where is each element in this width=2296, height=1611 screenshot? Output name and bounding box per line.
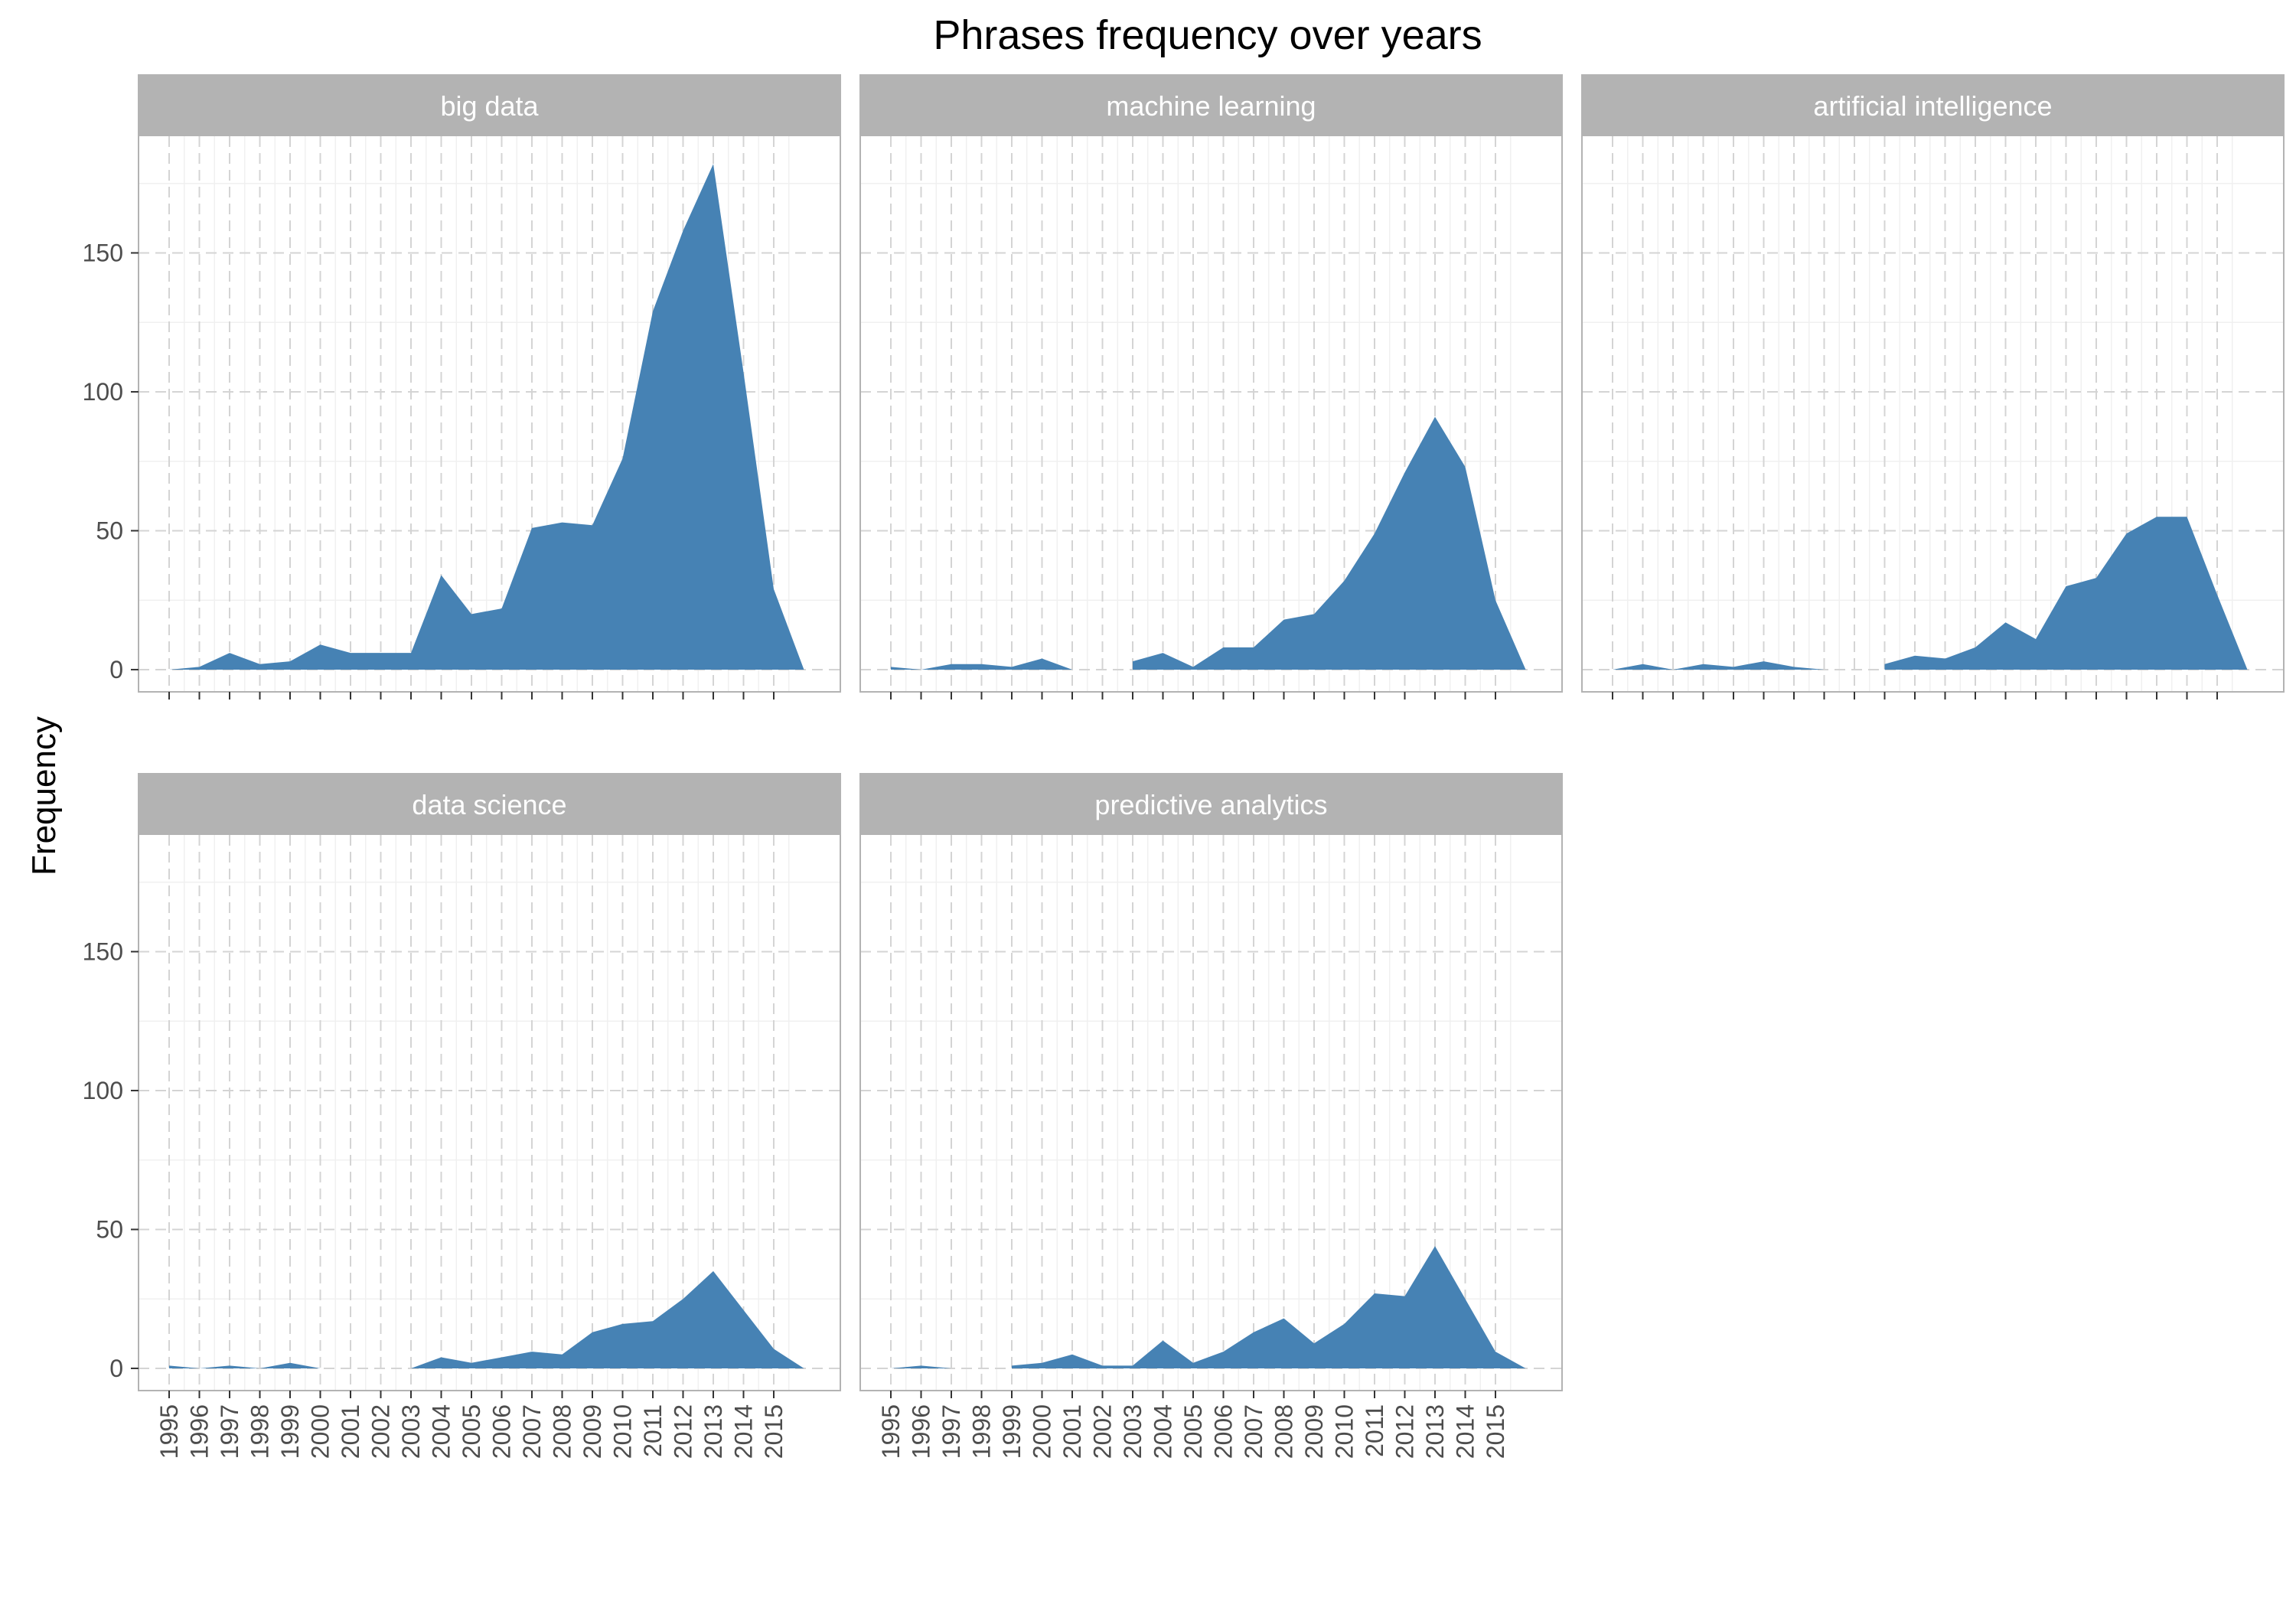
area-series — [1613, 661, 1825, 670]
x-tick-label: 2012 — [670, 1404, 697, 1459]
x-tick-label: 1998 — [968, 1404, 996, 1459]
x-tick-label: 2002 — [1089, 1404, 1117, 1459]
x-tick-label: 2001 — [337, 1404, 364, 1459]
x-tick-label: 2003 — [397, 1404, 425, 1459]
area-series — [891, 1365, 951, 1368]
y-tick-label: 150 — [83, 938, 123, 965]
y-tick-label: 100 — [83, 1077, 123, 1104]
y-tick-label: 100 — [83, 378, 123, 406]
x-tick-label: 2015 — [760, 1404, 788, 1459]
x-tick-label: 1998 — [246, 1404, 274, 1459]
y-tick-label: 50 — [96, 517, 123, 544]
y-tick-label: 50 — [96, 1215, 123, 1243]
area-series — [1012, 1246, 1526, 1368]
x-tick-label: 1995 — [877, 1404, 905, 1459]
y-tick-label: 0 — [109, 1355, 123, 1382]
panel-border — [1581, 74, 2285, 693]
x-tick-label: 2003 — [1119, 1404, 1146, 1459]
x-tick-label: 2008 — [1270, 1404, 1298, 1459]
x-tick-label: 2007 — [1240, 1404, 1267, 1459]
facet-panels: big data 0 50 100 150 machine learning artific… — [83, 74, 2285, 1459]
facet-strip — [139, 774, 840, 835]
x-tick-label: 2010 — [1331, 1404, 1358, 1459]
x-tick-label: 2004 — [1150, 1404, 1177, 1459]
panel-border — [859, 773, 1563, 1391]
x-tick-label: 2012 — [1391, 1404, 1419, 1459]
x-tick-label: 2006 — [488, 1404, 516, 1459]
facet-strip — [1582, 75, 2284, 136]
x-tick-label: 1997 — [938, 1404, 965, 1459]
facet-panel-3: data science 0 50 100 150 1995 1996 1997 1998 199… — [83, 773, 841, 1459]
x-tick-label: 1995 — [155, 1404, 183, 1459]
x-tick-label: 2006 — [1210, 1404, 1238, 1459]
panel-border — [138, 74, 841, 693]
area-series — [1133, 416, 1526, 670]
facet-panel-2: artificial intelligence — [1581, 74, 2285, 700]
area-series — [891, 658, 1072, 670]
x-tick-label: 2011 — [1361, 1404, 1388, 1457]
facet-panel-1: machine learning — [859, 74, 1563, 700]
facet-strip — [139, 75, 840, 136]
area-series — [411, 1270, 804, 1368]
x-tick-label: 2011 — [639, 1404, 667, 1457]
x-tick-label: 2000 — [1029, 1404, 1056, 1459]
facet-strip-label: data science — [412, 789, 566, 820]
x-tick-label: 1996 — [186, 1404, 214, 1459]
x-tick-label: 2009 — [579, 1404, 606, 1459]
facet-panel-4: predictive analytics 1995 1996 1997 1998 1999… — [859, 773, 1563, 1459]
x-tick-label: 2014 — [730, 1404, 758, 1459]
facet-strip-label: machine learning — [1106, 90, 1316, 122]
x-tick-label: 2002 — [367, 1404, 395, 1459]
x-tick-label: 2004 — [428, 1404, 455, 1459]
x-tick-label: 2015 — [1482, 1404, 1509, 1459]
x-tick-label: 2013 — [1421, 1404, 1449, 1459]
x-tick-label: 2005 — [458, 1404, 485, 1459]
x-tick-label: 2001 — [1058, 1404, 1086, 1459]
x-tick-label: 2014 — [1452, 1404, 1479, 1459]
facet-panel-0: big data 0 50 100 150 — [83, 74, 841, 700]
y-tick-label: 150 — [83, 239, 123, 266]
facet-strip — [860, 774, 1562, 835]
x-tick-label: 1996 — [908, 1404, 935, 1459]
y-tick-label: 0 — [109, 656, 123, 683]
x-tick-label: 2013 — [700, 1404, 727, 1459]
facet-strip-label: predictive analytics — [1094, 789, 1327, 820]
panel-border — [859, 74, 1563, 693]
facet-strip — [860, 75, 1562, 136]
x-tick-label: 2008 — [549, 1404, 576, 1459]
y-axis-label: Frequency — [25, 716, 63, 876]
facet-strip-label: big data — [440, 90, 539, 122]
area-series — [169, 164, 804, 670]
facet-strip-label: artificial intelligence — [1813, 90, 2052, 122]
area-series — [169, 1362, 321, 1368]
x-tick-label: 2005 — [1179, 1404, 1207, 1459]
chart-title: Phrases frequency over years — [933, 12, 1482, 58]
x-tick-label: 1999 — [998, 1404, 1026, 1459]
x-tick-label: 2010 — [609, 1404, 637, 1459]
x-tick-label: 2000 — [307, 1404, 334, 1459]
x-tick-label: 1999 — [276, 1404, 304, 1459]
x-tick-label: 2007 — [518, 1404, 546, 1459]
panel-border — [138, 773, 841, 1391]
x-tick-label: 2009 — [1300, 1404, 1328, 1459]
area-series — [1884, 517, 2248, 670]
x-tick-label: 1997 — [216, 1404, 243, 1459]
